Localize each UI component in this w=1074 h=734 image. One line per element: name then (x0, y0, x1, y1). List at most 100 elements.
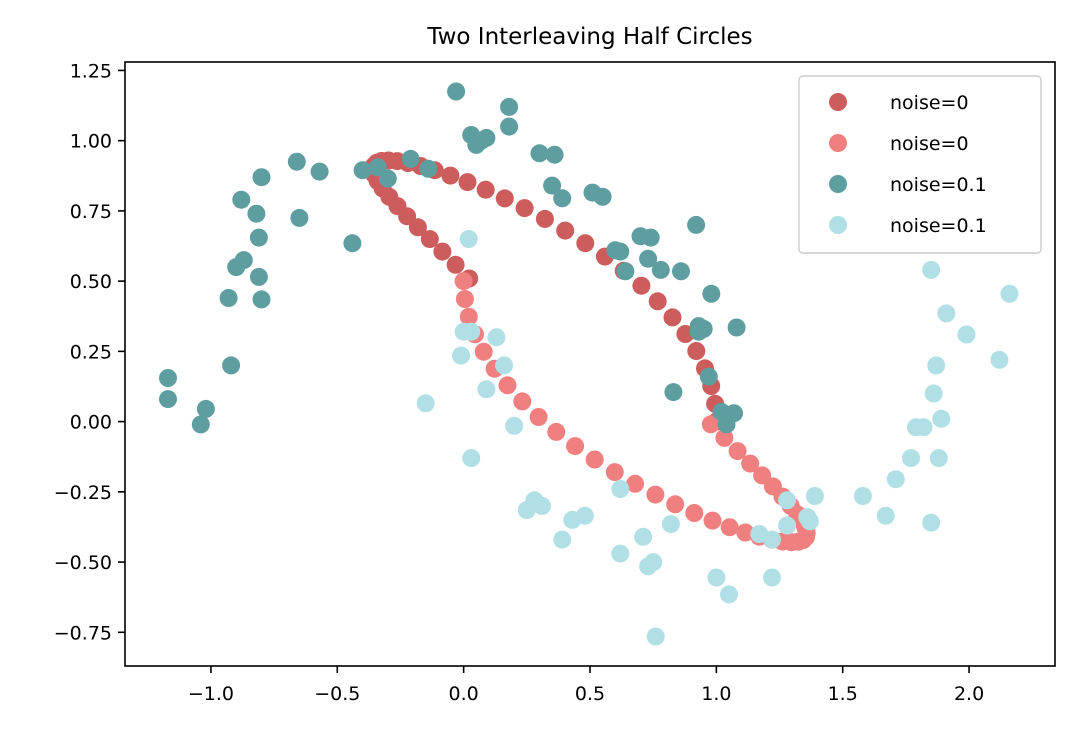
series-1 (454, 272, 816, 552)
data-point (495, 356, 514, 375)
data-point (452, 346, 471, 365)
data-point (646, 485, 665, 504)
data-point (196, 399, 215, 418)
data-point (605, 463, 624, 482)
data-point (886, 470, 905, 489)
data-point (648, 292, 667, 311)
data-point (247, 204, 266, 223)
data-point (487, 328, 506, 347)
data-point (694, 319, 713, 338)
x-tick-label: 1.0 (701, 683, 731, 705)
data-point (455, 290, 474, 308)
data-point (290, 208, 309, 227)
data-point (462, 449, 481, 468)
data-point (234, 251, 253, 270)
data-point (585, 450, 604, 469)
x-tick-label: 0.5 (575, 683, 605, 705)
data-point (924, 384, 943, 403)
data-point (500, 97, 519, 116)
data-point (535, 209, 554, 228)
data-point (707, 568, 726, 587)
data-point (634, 527, 653, 546)
data-point (672, 262, 690, 281)
data-point (498, 376, 517, 395)
data-point (699, 367, 718, 386)
data-point (616, 262, 635, 281)
data-point (495, 189, 514, 208)
data-point (626, 474, 645, 493)
legend-box (798, 75, 1042, 254)
y-tick-label: −0.50 (54, 552, 112, 574)
data-point (416, 394, 435, 413)
data-point (741, 454, 760, 473)
legend-marker (829, 134, 847, 152)
data-point (222, 356, 241, 375)
legend-label: noise=0 (890, 133, 969, 155)
data-point (902, 449, 920, 468)
data-point (805, 487, 824, 505)
data-point (505, 416, 524, 435)
data-point (876, 506, 895, 525)
data-point (778, 491, 797, 510)
data-point (219, 289, 238, 307)
data-point (720, 518, 739, 537)
legend-label: noise=0.1 (890, 174, 987, 196)
data-point (800, 512, 819, 531)
data-point (401, 149, 420, 168)
data-point (632, 276, 651, 295)
data-point (477, 380, 496, 399)
x-tick-label: 0.0 (449, 683, 479, 705)
data-point (353, 161, 372, 180)
data-point (728, 442, 747, 461)
data-point (937, 304, 956, 323)
data-point (661, 515, 680, 534)
legend-marker (829, 93, 847, 111)
data-point (462, 322, 481, 341)
data-point (252, 168, 271, 187)
data-point (159, 369, 177, 387)
data-point (927, 356, 946, 375)
data-point (249, 228, 268, 247)
x-tick-label: 1.5 (828, 683, 858, 705)
data-point (287, 152, 306, 171)
y-tick-label: −0.75 (54, 622, 112, 644)
data-point (611, 544, 630, 563)
data-point (576, 234, 595, 253)
data-point (433, 242, 452, 261)
y-tick-label: 1.25 (70, 60, 112, 82)
data-point (545, 145, 564, 164)
data-point (922, 260, 941, 279)
y-tick-label: 0.75 (70, 201, 112, 223)
legend-label: noise=0 (890, 92, 969, 114)
data-point (720, 585, 738, 604)
data-point (701, 415, 720, 434)
data-point (553, 530, 572, 549)
data-point (232, 190, 251, 209)
data-point (763, 530, 781, 549)
data-point (990, 350, 1009, 369)
data-point (159, 390, 177, 409)
data-point (447, 82, 466, 101)
data-point (252, 290, 271, 309)
data-point (459, 307, 478, 326)
data-point (932, 409, 951, 428)
data-point (530, 144, 549, 163)
data-point (763, 477, 782, 496)
data-point (476, 180, 495, 199)
data-point (566, 437, 585, 456)
data-point (500, 117, 519, 136)
data-point (753, 466, 772, 485)
data-point (914, 418, 933, 437)
points-layer (159, 82, 1019, 646)
data-point (736, 523, 755, 542)
data-point (420, 230, 439, 249)
y-tick-label: 1.00 (70, 131, 112, 153)
data-point (646, 627, 665, 646)
data-point (664, 383, 683, 402)
data-point (593, 187, 612, 206)
data-point (310, 162, 329, 181)
data-point (454, 272, 473, 291)
data-point (249, 267, 268, 286)
axes-layer: −1.0 −0.5 0.0 0.5 1.0 1.5 2.0 1.25 1.00 0.75 0.50 0… (54, 60, 1056, 705)
